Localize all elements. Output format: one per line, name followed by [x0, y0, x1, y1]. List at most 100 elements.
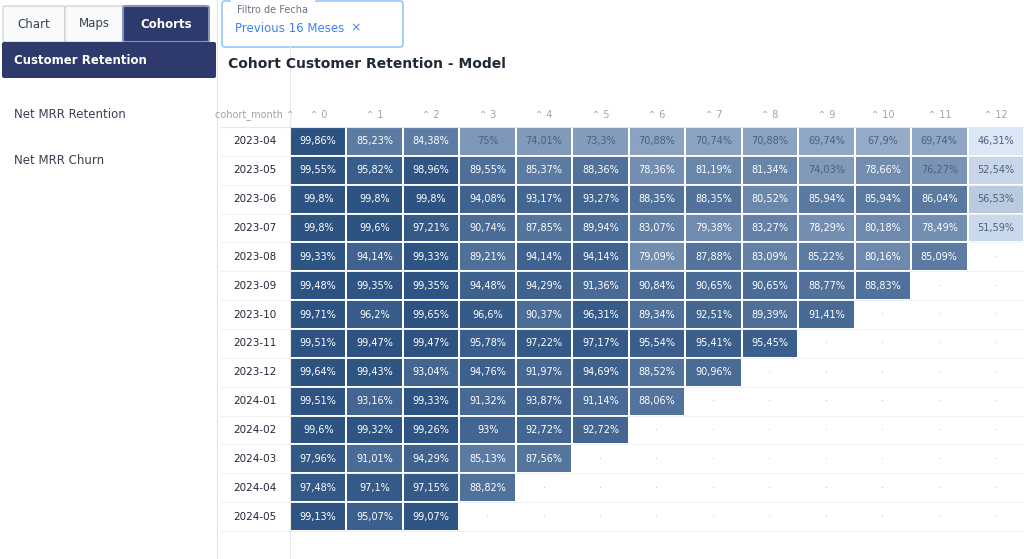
- Bar: [630, 157, 684, 184]
- Bar: [403, 416, 459, 443]
- Text: 67,9%: 67,9%: [867, 136, 898, 146]
- Text: 83,27%: 83,27%: [752, 223, 788, 233]
- Text: 70,88%: 70,88%: [752, 136, 788, 146]
- FancyBboxPatch shape: [2, 42, 216, 78]
- Bar: [912, 243, 967, 271]
- Text: 91,41%: 91,41%: [808, 310, 845, 320]
- Bar: [291, 186, 345, 212]
- Text: 78,49%: 78,49%: [921, 223, 957, 233]
- FancyBboxPatch shape: [222, 1, 403, 47]
- Text: ·: ·: [994, 252, 997, 262]
- Bar: [630, 359, 684, 386]
- Text: 89,21%: 89,21%: [469, 252, 506, 262]
- Text: 75%: 75%: [477, 136, 499, 146]
- Text: 99,35%: 99,35%: [413, 281, 450, 291]
- Text: 80,18%: 80,18%: [864, 223, 901, 233]
- Bar: [969, 215, 1023, 241]
- FancyBboxPatch shape: [65, 6, 124, 42]
- Bar: [799, 243, 854, 271]
- Bar: [686, 128, 740, 155]
- Bar: [799, 272, 854, 299]
- Text: 99,07%: 99,07%: [413, 511, 450, 522]
- Bar: [969, 157, 1023, 184]
- Text: 94,48%: 94,48%: [469, 281, 506, 291]
- Text: 91,14%: 91,14%: [583, 396, 618, 406]
- Text: ·: ·: [882, 483, 885, 492]
- Text: ·: ·: [543, 511, 546, 522]
- Text: 78,36%: 78,36%: [639, 165, 676, 176]
- Bar: [517, 186, 571, 212]
- Text: 94,14%: 94,14%: [356, 252, 393, 262]
- Text: 94,29%: 94,29%: [413, 454, 450, 464]
- Bar: [573, 416, 628, 443]
- Text: ⌃ 9: ⌃ 9: [818, 110, 836, 120]
- Bar: [630, 388, 684, 415]
- Bar: [517, 416, 571, 443]
- Text: ·: ·: [712, 396, 715, 406]
- Bar: [461, 474, 515, 501]
- Text: ·: ·: [768, 454, 771, 464]
- Text: ·: ·: [882, 338, 885, 348]
- Bar: [742, 243, 797, 271]
- Bar: [686, 301, 740, 328]
- Bar: [630, 330, 684, 357]
- Bar: [461, 301, 515, 328]
- Text: 2023-09: 2023-09: [233, 281, 276, 291]
- Bar: [461, 215, 515, 241]
- Text: ·: ·: [825, 396, 827, 406]
- Text: ⌃ 12: ⌃ 12: [984, 110, 1008, 120]
- Bar: [291, 301, 345, 328]
- Text: 85,94%: 85,94%: [808, 194, 845, 204]
- Text: 70,88%: 70,88%: [639, 136, 676, 146]
- Text: 88,35%: 88,35%: [639, 194, 676, 204]
- Bar: [686, 157, 740, 184]
- Text: 88,36%: 88,36%: [583, 165, 618, 176]
- Text: ·: ·: [599, 483, 602, 492]
- Bar: [461, 128, 515, 155]
- Bar: [403, 157, 459, 184]
- Bar: [347, 128, 402, 155]
- Bar: [517, 157, 571, 184]
- Bar: [403, 330, 459, 357]
- Text: 79,38%: 79,38%: [695, 223, 732, 233]
- Bar: [403, 474, 459, 501]
- Text: 97,15%: 97,15%: [413, 483, 450, 492]
- Text: ·: ·: [768, 483, 771, 492]
- Text: 99,33%: 99,33%: [413, 396, 450, 406]
- Text: ·: ·: [712, 483, 715, 492]
- Bar: [291, 215, 345, 241]
- Text: 70,74%: 70,74%: [695, 136, 732, 146]
- Text: ⌃ 10: ⌃ 10: [871, 110, 895, 120]
- Bar: [799, 128, 854, 155]
- Bar: [403, 186, 459, 212]
- Text: 96,6%: 96,6%: [472, 310, 503, 320]
- Text: 99,65%: 99,65%: [413, 310, 450, 320]
- Bar: [856, 186, 910, 212]
- Text: 89,34%: 89,34%: [639, 310, 676, 320]
- Text: ·: ·: [882, 511, 885, 522]
- Bar: [517, 243, 571, 271]
- Text: 88,06%: 88,06%: [639, 396, 676, 406]
- Text: ·: ·: [825, 454, 827, 464]
- Bar: [461, 243, 515, 271]
- Bar: [461, 157, 515, 184]
- Bar: [403, 446, 459, 472]
- Text: Net MRR Churn: Net MRR Churn: [14, 154, 104, 167]
- Text: 88,35%: 88,35%: [695, 194, 732, 204]
- Text: 99,55%: 99,55%: [300, 165, 337, 176]
- Bar: [630, 301, 684, 328]
- Bar: [630, 128, 684, 155]
- Text: ⌃ 1: ⌃ 1: [366, 110, 383, 120]
- Text: ·: ·: [655, 425, 658, 435]
- Text: 90,65%: 90,65%: [695, 281, 732, 291]
- Bar: [799, 301, 854, 328]
- Bar: [573, 272, 628, 299]
- Text: Net MRR Retention: Net MRR Retention: [14, 108, 126, 121]
- Text: 89,55%: 89,55%: [469, 165, 506, 176]
- Text: ·: ·: [486, 511, 489, 522]
- Text: ·: ·: [712, 454, 715, 464]
- Text: 99,8%: 99,8%: [303, 194, 334, 204]
- Text: ⌃ 11: ⌃ 11: [928, 110, 951, 120]
- Text: 2023-06: 2023-06: [233, 194, 276, 204]
- Text: 99,6%: 99,6%: [303, 425, 334, 435]
